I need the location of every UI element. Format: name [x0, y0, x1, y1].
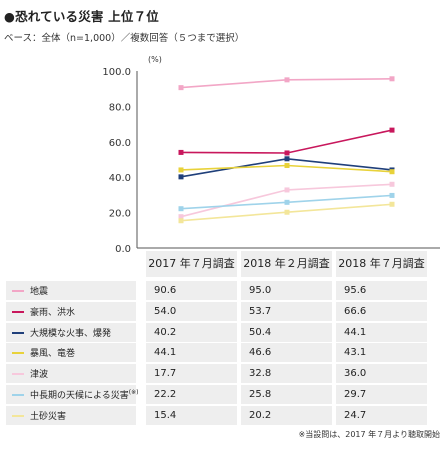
data-point — [389, 181, 395, 187]
row-label: 豪雨、洪水 — [6, 301, 136, 321]
column-header: 2018 年７月調査 — [336, 251, 427, 277]
data-point — [178, 85, 184, 91]
data-point — [178, 214, 184, 220]
table-cell: 90.6 — [146, 281, 237, 300]
cell-value: 54.0 — [154, 305, 177, 317]
cell-value: 66.6 — [344, 305, 367, 317]
table-cell: 20.2 — [241, 405, 332, 425]
y-tick-label: 20.0 — [109, 209, 131, 220]
cell-value: 95.6 — [344, 285, 367, 296]
table-cell: 25.8 — [241, 385, 332, 404]
column-header: 2018 年２月調査 — [241, 251, 332, 277]
table-cell: 32.8 — [241, 364, 332, 384]
data-point — [389, 127, 395, 133]
legend-swatch — [12, 414, 24, 417]
table-cell: 44.1 — [146, 343, 237, 363]
cell-value: 95.0 — [249, 285, 272, 296]
cell-value: 29.7 — [344, 389, 367, 400]
row-label: 土砂災害 — [6, 405, 136, 425]
data-point — [178, 174, 184, 180]
y-tick-label: 40.0 — [109, 173, 131, 184]
row-label: 中長期の天候による災害(※) — [6, 385, 139, 404]
data-point — [284, 199, 290, 205]
table-cell: 24.7 — [336, 405, 427, 425]
legend-swatch — [12, 352, 24, 355]
cell-value: 44.1 — [344, 326, 367, 338]
data-point — [178, 206, 184, 212]
cell-value: 20.2 — [249, 409, 272, 421]
data-point — [178, 149, 184, 155]
table-cell: 17.7 — [146, 364, 237, 384]
series-name: 豪雨、洪水 — [30, 307, 76, 318]
row-label: 地震 — [6, 281, 136, 300]
chart-subtitle: ベース：全体（n=1,000）／複数回答（５つまで選択） — [4, 33, 245, 44]
data-point — [284, 163, 290, 169]
cell-value: 22.2 — [154, 389, 177, 400]
series-line-2 — [180, 129, 393, 154]
row-label: 津波 — [6, 364, 136, 384]
series-name: 大規模な火事、爆発 — [30, 328, 112, 339]
table-cell: 15.4 — [146, 405, 237, 425]
table-cell: 46.6 — [241, 343, 332, 363]
row-label: 暴風、竜巻 — [6, 343, 136, 363]
data-point — [389, 76, 395, 82]
data-point — [389, 169, 395, 175]
y-tick-label: 80.0 — [109, 102, 131, 113]
cell-value: 24.7 — [344, 409, 367, 421]
chart-title: ●恐れている災害 上位７位 — [4, 9, 159, 24]
legend-swatch — [12, 331, 24, 334]
cell-value: 15.4 — [154, 409, 177, 421]
cell-value: 46.6 — [249, 347, 272, 359]
legend-swatch — [12, 310, 24, 313]
series-name: 地震 — [30, 287, 49, 297]
cell-value: 32.8 — [249, 368, 272, 380]
cell-value: 36.0 — [344, 368, 367, 380]
table-cell: 54.0 — [146, 301, 237, 321]
table-cell: 53.7 — [241, 301, 332, 321]
row-label: 大規模な火事、爆発 — [6, 322, 136, 342]
legend-swatch — [12, 373, 24, 376]
series-note-mark: (※) — [128, 389, 139, 396]
data-point — [284, 150, 290, 156]
data-point — [178, 167, 184, 173]
cell-value: 44.1 — [154, 347, 177, 359]
table-cell: 43.1 — [336, 343, 427, 363]
cell-value: 43.1 — [344, 347, 367, 359]
table-cell: 95.6 — [336, 281, 427, 300]
table-cell: 66.6 — [336, 301, 427, 321]
y-tick-label: 0.0 — [115, 244, 131, 255]
series-name: 津波 — [30, 370, 49, 381]
data-point — [389, 201, 395, 207]
column-header: 2017 年７月調査 — [146, 251, 237, 277]
data-point — [284, 77, 290, 83]
table-cell: 22.2 — [146, 385, 237, 404]
table-cell: 95.0 — [241, 281, 332, 300]
cell-value: 17.7 — [154, 368, 177, 380]
line-chart: (%) 100.0 80.0 60.0 40.0 20.0 0.0 — [102, 55, 440, 255]
cell-value: 40.2 — [154, 326, 177, 338]
data-point — [284, 187, 290, 193]
y-tick-label: 100.0 — [102, 67, 131, 78]
footnote: ※当設問は、2017 年７月より聴取開始 — [298, 430, 440, 439]
data-point — [178, 218, 184, 224]
y-tick-label: 60.0 — [109, 138, 131, 149]
table-cell: 29.7 — [336, 385, 427, 404]
legend-swatch — [12, 290, 24, 292]
data-point — [389, 192, 395, 198]
cell-value: 50.4 — [249, 326, 272, 338]
data-point — [284, 156, 290, 162]
table-cell: 50.4 — [241, 322, 332, 342]
legend-swatch — [12, 394, 24, 396]
series-name: 中長期の天候による災害(※) — [30, 389, 139, 401]
cell-value: 90.6 — [154, 285, 177, 296]
cell-value: 25.8 — [249, 389, 272, 400]
data-point — [284, 209, 290, 215]
cell-value: 53.7 — [249, 305, 272, 317]
table-cell: 40.2 — [146, 322, 237, 342]
series-name: 土砂災害 — [30, 411, 67, 422]
series-name: 暴風、竜巻 — [30, 349, 76, 360]
table-cell: 44.1 — [336, 322, 427, 342]
table-cell: 36.0 — [336, 364, 427, 384]
y-unit-label: (%) — [148, 55, 162, 64]
